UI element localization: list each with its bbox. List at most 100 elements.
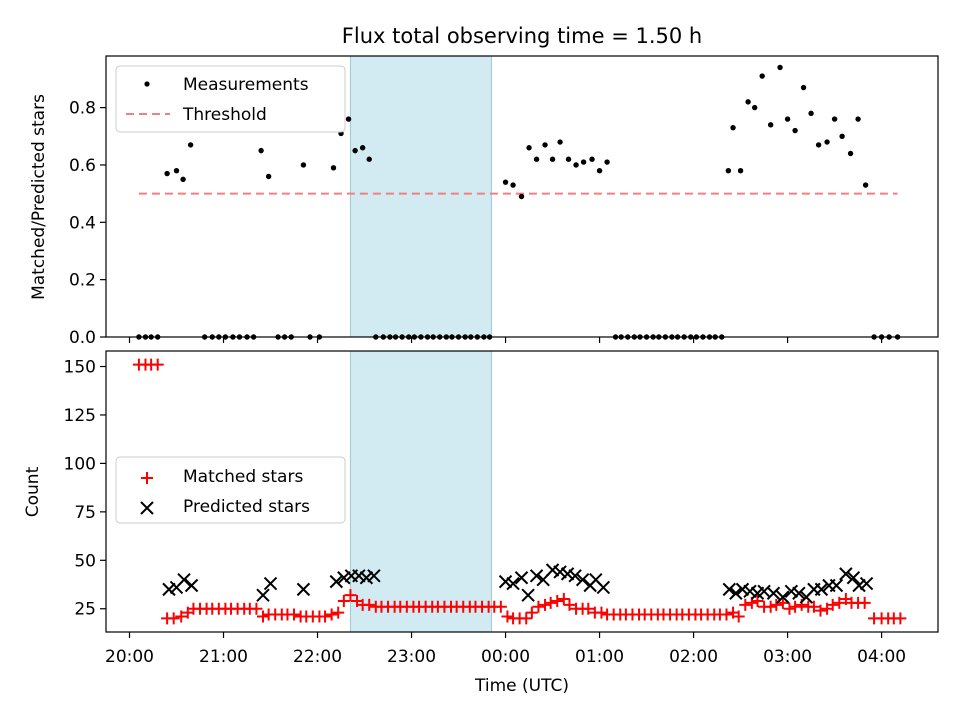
matched-star-point [858,596,871,609]
predicted-star-point [852,578,866,593]
matched-star-point [520,612,533,625]
predicted-star-point [729,586,743,600]
measurement-point [359,145,366,151]
x-tick-label: 23:00 [387,647,436,667]
predicted-star-point [263,576,278,591]
measurement-point [730,124,736,131]
top-y-axis: 0.0 0.2 0.4 0.6 0.8 [69,99,106,348]
matched-star-point [807,600,820,613]
measurement-point [180,176,186,182]
predicted-star-point [184,578,199,593]
measurement-point [808,110,814,117]
bottom-legend: Matched stars Predicted stars [115,456,346,524]
top-legend: Measurements Threshold [115,65,346,133]
predicted-star-point [162,582,176,597]
top-highlight-span [349,55,492,338]
bottom-y-axis: 25 50 75 100 125 150 [64,358,106,620]
measurement-point [737,167,744,174]
matched-star-point [814,604,827,617]
matched-star-point [332,606,345,619]
measurement-point [352,147,358,154]
measurement-point [759,73,765,79]
measurement-point [862,182,869,188]
predicted-star-point [296,582,311,597]
x-tick-label: 20:00 [105,647,154,667]
x-tick-label: 03:00 [763,647,812,667]
predicted-star-point [545,563,560,577]
predicted-star-point [367,569,381,583]
measurement-point [542,142,548,148]
measurement-point [573,162,579,168]
measurement-point [596,167,603,174]
measurement-point [839,133,845,139]
matched-star-point [532,600,545,613]
bottom-highlight-span [349,350,492,633]
x-tick-label: 21:00 [199,647,248,667]
x-tick-label: 02:00 [669,647,718,667]
chart-title: Flux total observing time = 1.50 h [342,24,702,48]
measurement-point [330,165,337,171]
measurement-point [604,159,610,165]
measurement-point [815,142,822,148]
bottom-y-tick-label: 75 [74,503,96,523]
predicted-star-point [337,571,351,585]
measurement-point [784,116,791,122]
measurement-point [751,104,758,111]
predicted-star-point [839,567,853,581]
top-y-tick-label: 0.0 [69,328,96,348]
measurement-point [745,99,751,105]
predicted-star-point [814,582,829,597]
predicted-star-point [498,574,513,589]
predicted-star-point [177,572,191,587]
predicted-star-point [722,582,737,597]
predicted-star-point [359,571,374,585]
x-tick-label: 04:00 [857,647,906,667]
matched-star-point [894,612,907,625]
matched-star-point [544,596,557,609]
legend-predicted-marker [140,501,154,515]
bottom-legend-box [115,456,346,524]
matched-star-point [789,600,802,613]
predicted-star-point [575,572,590,587]
bottom-panel: 25 50 75 100 125 150 20:00 21:00 22:00 23:00 00:0… [23,350,939,696]
measurement-point [510,182,516,188]
measurement-point [173,167,180,174]
measurement-point [258,147,264,154]
measurement-point [847,150,854,157]
top-x-ticks [128,337,883,343]
top-y-tick-label: 0.8 [69,99,96,119]
matched-star-point [539,598,552,611]
measurement-point [265,173,272,180]
matched-star-point [582,602,595,615]
matched-star-point [732,610,745,623]
x-tick-label: 01:00 [575,647,624,667]
top-plot-frame [105,55,939,338]
legend-measurements-label: Measurements [183,75,309,95]
predicted-star-point [529,569,544,583]
bottom-y-tick-label: 125 [64,406,96,426]
measurement-point [855,116,861,122]
measurement-point [300,162,307,168]
measurement-point [526,145,532,151]
x-tick-label: 22:00 [293,647,342,667]
measurement-point [518,193,525,200]
measurement-point [187,142,194,148]
measurement-point [589,156,595,162]
measurement-point [777,64,783,71]
matched-star-point [344,589,357,602]
matched-star-point [783,602,796,615]
predicted-star-point [329,574,344,589]
measurement-point [549,156,556,162]
measurement-point [164,170,170,177]
predicted-star-point [743,584,757,599]
matched-star-point [501,610,514,623]
predicted-stars-series [162,563,874,604]
matched-star-point [288,608,301,621]
predicted-star-point [560,567,575,581]
bottom-y-tick-label: 25 [74,600,96,620]
matched-star-point [175,610,188,623]
predicted-star-point [784,584,799,599]
predicted-star-point [521,588,535,602]
matched-star-point [494,600,507,613]
matched-star-point [751,594,764,607]
